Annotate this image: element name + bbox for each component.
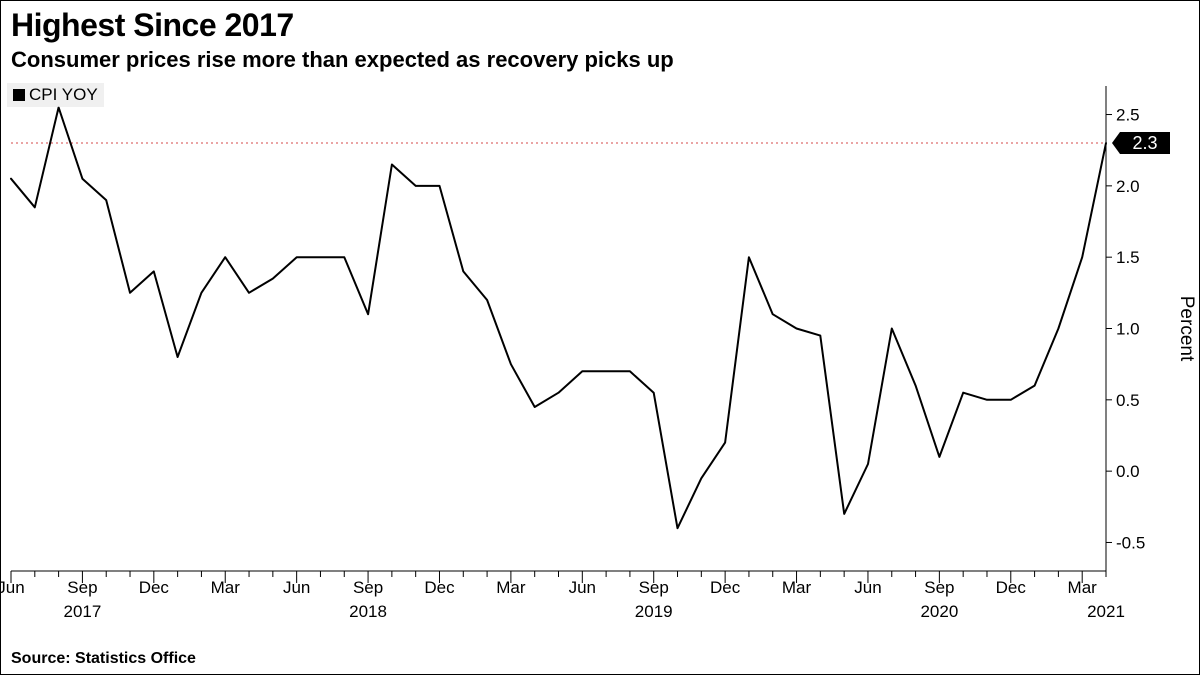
x-month-label: Sep [924, 578, 954, 597]
y-tick-label: 2.5 [1116, 106, 1140, 125]
chart-subtitle: Consumer prices rise more than expected … [11, 47, 674, 73]
y-tick-label: 0.0 [1116, 462, 1140, 481]
line-chart: -0.5 0.0 0.5 1.0 1.5 2.0 2.5 2.3 Percent Jun Sep De… [1, 81, 1200, 626]
x-year-label: 2021 [1087, 602, 1125, 621]
chart-area: CPI YOY -0.5 0.0 0.5 1.0 1.5 2.0 2.5 2.3 Percent… [1, 81, 1200, 646]
x-year-label: 2020 [920, 602, 958, 621]
y-tick-label: 0.5 [1116, 391, 1140, 410]
x-month-label: Jun [854, 578, 881, 597]
x-month-label: Mar [211, 578, 241, 597]
x-month-label: Sep [639, 578, 669, 597]
x-month-label: Jun [1, 578, 25, 597]
y-tick-label: 1.5 [1116, 248, 1140, 267]
last-value-badge-text: 2.3 [1132, 133, 1157, 153]
x-month-label: Mar [782, 578, 812, 597]
x-month-label: Mar [496, 578, 526, 597]
cpi-line [11, 107, 1106, 528]
y-axis-label: Percent [1176, 296, 1197, 362]
legend-swatch [13, 89, 25, 101]
y-tick-label: 2.0 [1116, 177, 1140, 196]
y-tick-label: 1.0 [1116, 320, 1140, 339]
x-month-label: Sep [353, 578, 383, 597]
legend-label: CPI YOY [29, 85, 98, 105]
x-month-label: Dec [710, 578, 741, 597]
x-month-label: Dec [424, 578, 455, 597]
x-year-label: 2018 [349, 602, 387, 621]
x-month-label: Dec [996, 578, 1027, 597]
y-tick-label: -0.5 [1116, 533, 1145, 552]
legend: CPI YOY [7, 83, 104, 107]
x-year-label: 2019 [635, 602, 673, 621]
x-month-label: Jun [569, 578, 596, 597]
x-month-label: Mar [1068, 578, 1098, 597]
x-month-label: Jun [283, 578, 310, 597]
source-label: Source: Statistics Office [11, 650, 196, 668]
x-month-label: Dec [139, 578, 170, 597]
chart-title: Highest Since 2017 [11, 7, 294, 44]
x-month-label: Sep [67, 578, 97, 597]
x-year-label: 2017 [63, 602, 101, 621]
